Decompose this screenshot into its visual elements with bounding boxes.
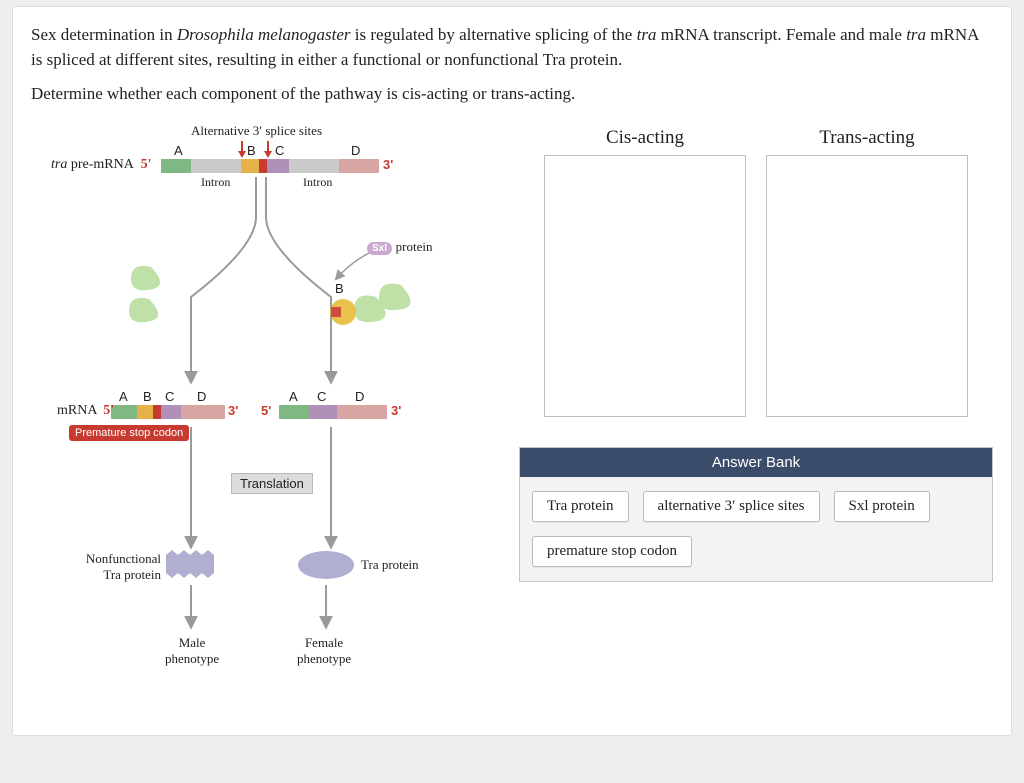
- text: is regulated by alternative splicing of …: [351, 25, 637, 44]
- lC: C: [165, 389, 174, 404]
- nonfunctional-tra-shape: [166, 550, 214, 578]
- nonfunctional-label: Nonfunctional Tra protein: [71, 551, 161, 583]
- lD: D: [197, 389, 206, 404]
- sxl-protein-label: Sxl protein: [367, 239, 432, 255]
- text-italic: tra: [906, 25, 926, 44]
- lA: A: [119, 389, 128, 404]
- tile-premature-stop[interactable]: premature stop codon: [532, 536, 692, 567]
- seg-D: D: [351, 143, 360, 158]
- rA: A: [289, 389, 298, 404]
- tile-tra-protein[interactable]: Tra protein: [532, 491, 629, 522]
- translation-box: Translation: [231, 475, 313, 493]
- question-paragraph-2: Determine whether each component of the …: [31, 82, 993, 107]
- trans-drop-box[interactable]: [766, 155, 968, 417]
- text: pre-mRNA: [67, 157, 133, 172]
- intron-label-2: Intron: [303, 175, 332, 190]
- rD: D: [355, 389, 364, 404]
- diagram-svg: [31, 127, 501, 717]
- question-paragraph-1: Sex determination in Drosophila melanoga…: [31, 23, 993, 72]
- right-mrna-bar: [279, 405, 387, 419]
- tra-protein-label: Tra protein: [361, 557, 419, 573]
- rC: C: [317, 389, 326, 404]
- mrna-label-left: mRNA 5': [57, 403, 114, 419]
- trans-title: Trans-acting: [766, 127, 968, 149]
- three-prime-left: 3': [228, 403, 238, 418]
- female-phenotype-label: Female phenotype: [297, 635, 351, 667]
- answer-bank-body: Tra protein alternative 3′ splice sites …: [520, 477, 992, 581]
- three-prime-top: 3': [383, 157, 393, 172]
- three-prime-right: 3': [391, 403, 401, 418]
- cis-column: Cis-acting: [544, 127, 746, 417]
- answer-area: Cis-acting Trans-acting Answer Bank Tra …: [519, 127, 993, 717]
- text-italic: tra: [637, 25, 657, 44]
- pre-mrna-label: tra pre-mRNA 5': [51, 157, 151, 173]
- cis-drop-box[interactable]: [544, 155, 746, 417]
- translation-label: Translation: [231, 473, 313, 494]
- trans-column: Trans-acting: [766, 127, 968, 417]
- cis-title: Cis-acting: [544, 127, 746, 149]
- stop-codon-label: Premature stop codon: [69, 425, 189, 441]
- left-mrna-bar: [111, 405, 225, 419]
- tile-sxl-protein[interactable]: Sxl protein: [834, 491, 930, 522]
- seg-C: C: [275, 143, 284, 158]
- workarea: Alternative 3′ splice sites A B C D tra …: [31, 127, 993, 717]
- premature-stop-codon-badge: Premature stop codon: [69, 423, 189, 441]
- splicing-diagram: Alternative 3′ splice sites A B C D tra …: [31, 127, 501, 717]
- pre-mrna-bar: [161, 141, 379, 173]
- sxl-pill: Sxl: [367, 242, 392, 255]
- alt-splice-label: Alternative 3′ splice sites: [191, 123, 322, 139]
- lB: B: [143, 389, 152, 404]
- intron-label-1: Intron: [201, 175, 230, 190]
- five-prime-right: 5': [261, 403, 271, 418]
- answer-bank-header: Answer Bank: [520, 448, 992, 477]
- text-italic: tra: [51, 157, 67, 172]
- text-italic: Drosophila melanogaster: [177, 25, 351, 44]
- seg-B: B: [247, 143, 256, 158]
- text: mRNA transcript. Female and male: [656, 25, 906, 44]
- spliceosome-left: [129, 266, 160, 322]
- drop-targets: Cis-acting Trans-acting: [519, 127, 993, 417]
- b-inset-label: B: [335, 281, 344, 296]
- text: Sex determination in: [31, 25, 177, 44]
- tra-protein-shape: [298, 551, 354, 579]
- male-phenotype-label: Male phenotype: [165, 635, 219, 667]
- question-text: Sex determination in Drosophila melanoga…: [31, 23, 993, 107]
- five-prime: 5': [103, 403, 114, 418]
- tile-alt-splice-sites[interactable]: alternative 3′ splice sites: [643, 491, 820, 522]
- five-prime: 5': [141, 157, 152, 172]
- question-panel: Sex determination in Drosophila melanoga…: [12, 6, 1012, 736]
- text: protein: [396, 239, 433, 254]
- seg-A: A: [174, 143, 183, 158]
- text: mRNA: [57, 403, 97, 418]
- answer-bank: Answer Bank Tra protein alternative 3′ s…: [519, 447, 993, 582]
